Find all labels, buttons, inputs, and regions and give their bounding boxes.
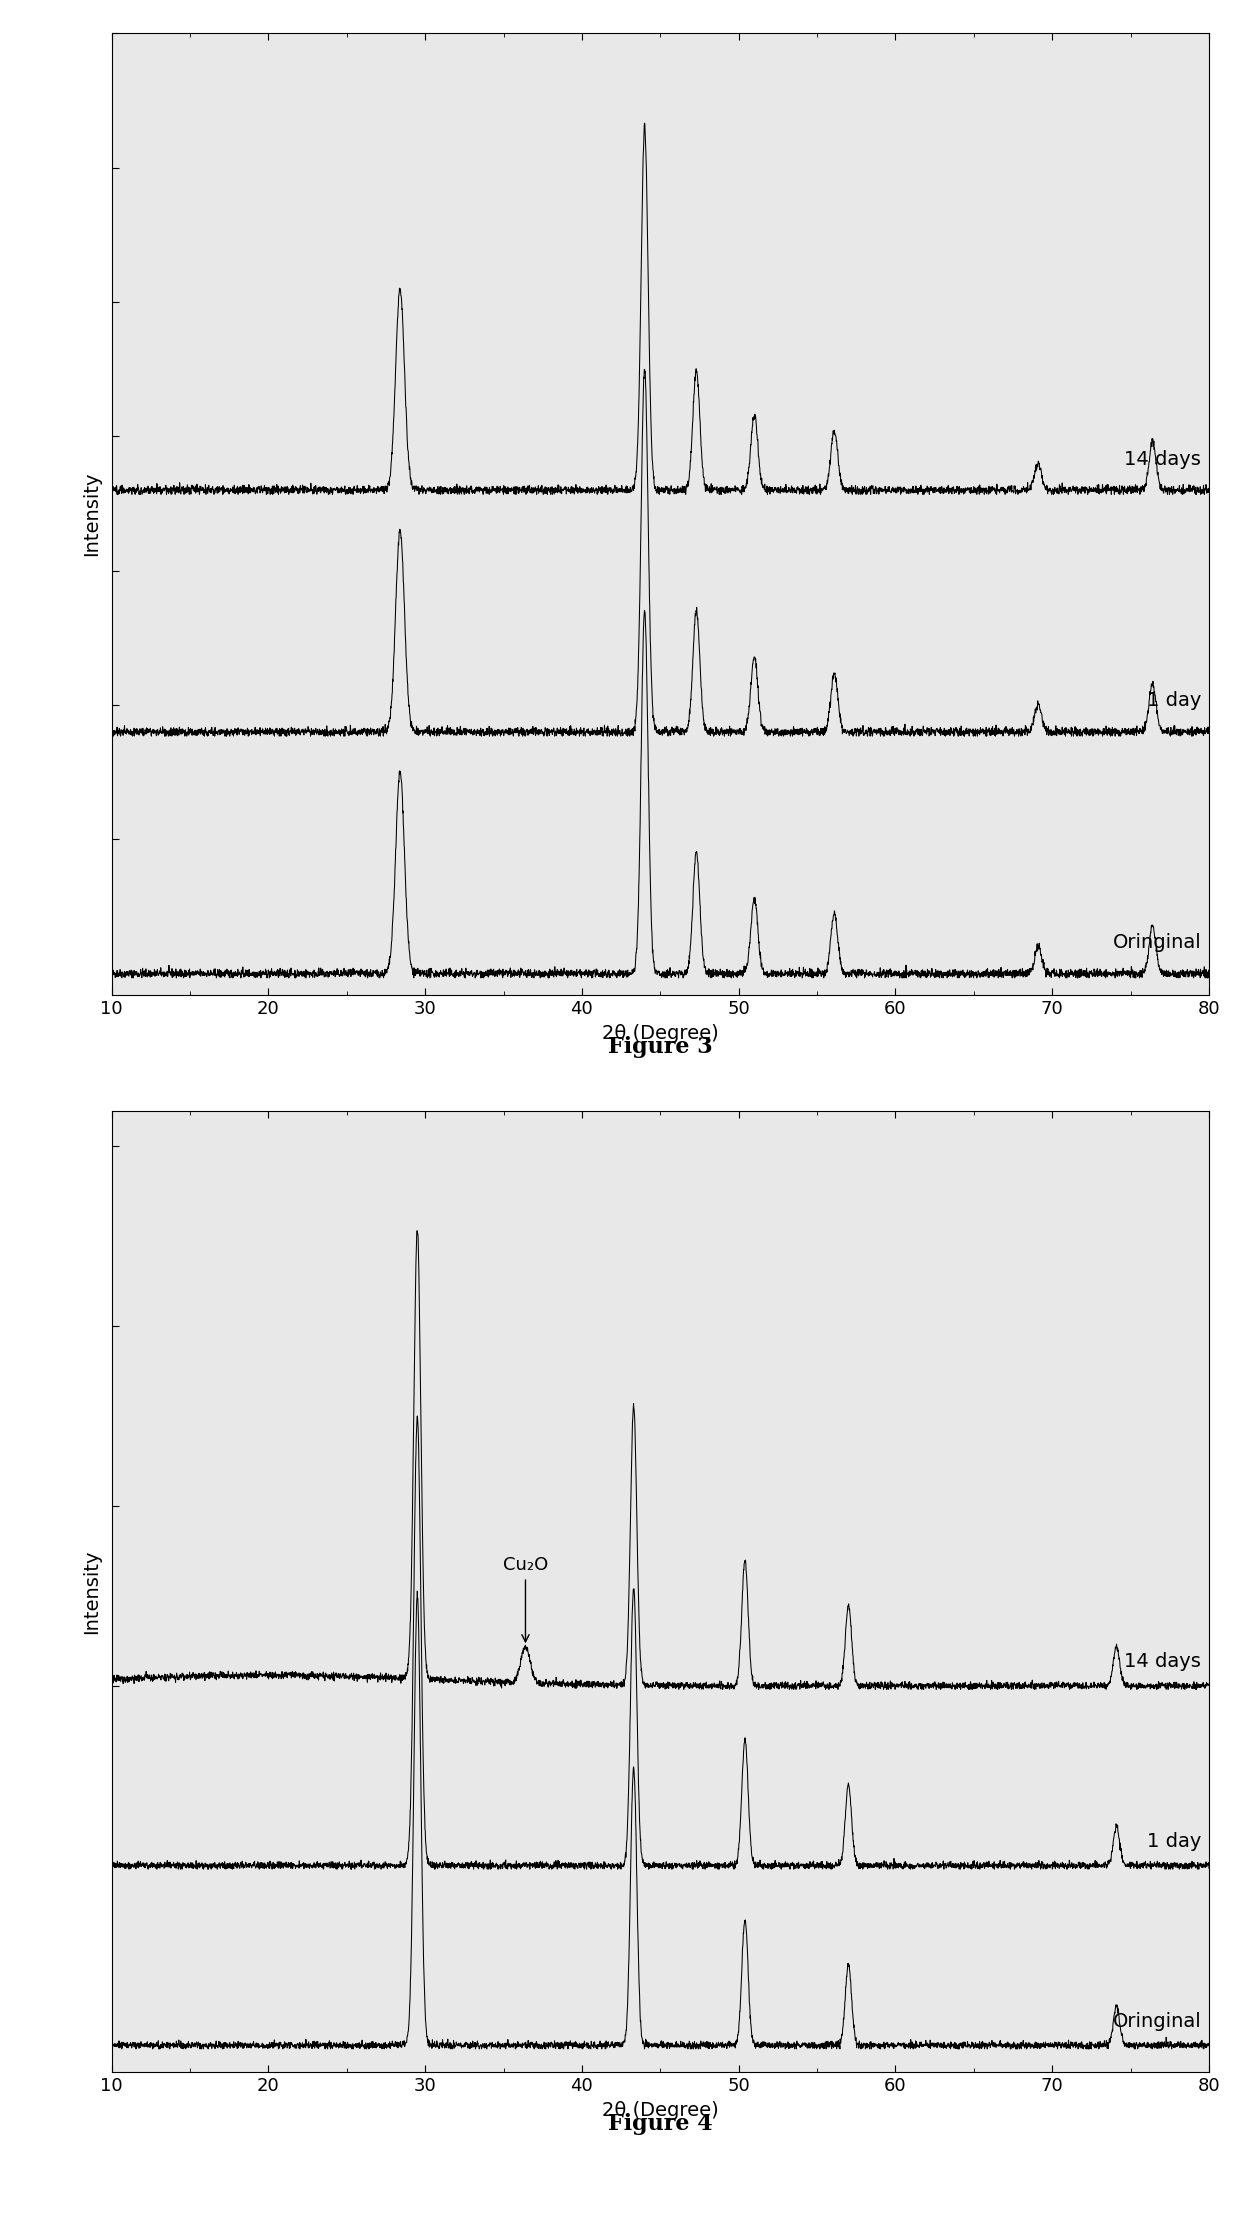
Text: Oringinal: Oringinal (1112, 933, 1202, 953)
Y-axis label: Intensity: Intensity (82, 471, 102, 557)
Text: 1 day: 1 day (1147, 691, 1202, 711)
X-axis label: 2θ (Degree): 2θ (Degree) (601, 2101, 719, 2119)
Text: 1 day: 1 day (1147, 1832, 1202, 1850)
Text: 14 days: 14 days (1125, 449, 1202, 469)
Text: Cu₂O: Cu₂O (503, 1557, 548, 1641)
Y-axis label: Intensity: Intensity (82, 1548, 102, 1635)
Text: Figure 3: Figure 3 (608, 1035, 713, 1057)
Text: Figure 4: Figure 4 (608, 2112, 713, 2134)
Text: 14 days: 14 days (1125, 1652, 1202, 1672)
Text: Oringinal: Oringinal (1112, 2012, 1202, 2030)
X-axis label: 2θ (Degree): 2θ (Degree) (601, 1024, 719, 1042)
